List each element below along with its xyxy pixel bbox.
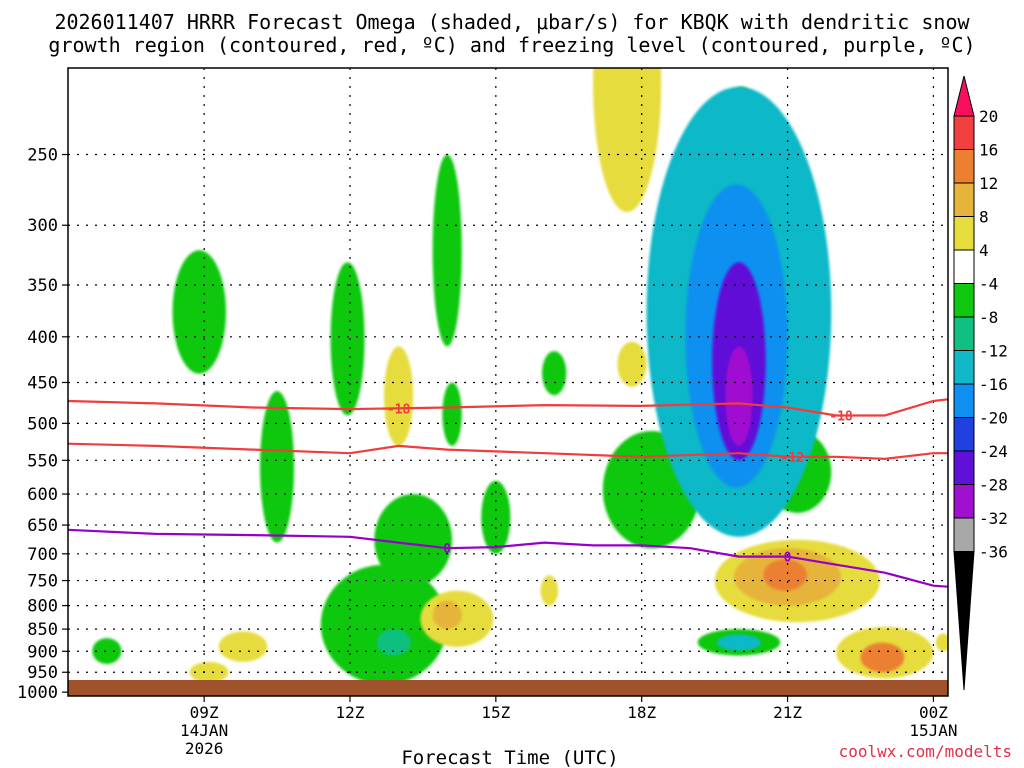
y-tick-label-800: 800 [27, 597, 58, 617]
colorbar-top-triangle [953, 75, 975, 117]
x-tick-label-12Z: 12Z [336, 703, 365, 722]
minus-18-isotherm-label-1: -18 [829, 410, 853, 425]
freezing-level-label-0: 0 [443, 542, 451, 557]
x-tick-year-09Z: 2026 [185, 739, 224, 758]
y-tick-label-850: 850 [27, 620, 58, 640]
omega-cell-31 [717, 634, 761, 651]
y-tick-label-900: 900 [27, 642, 58, 662]
contour-lines: -18 -18 -12 0 0 [68, 398, 948, 588]
x-axis-label: Forecast Time (UTC) [401, 747, 618, 768]
colorbar-label-12: 12 [979, 174, 998, 193]
omega-cell-28 [376, 629, 411, 656]
y-tick-label-600: 600 [27, 485, 58, 505]
y-tick-label-1000: 1000 [17, 683, 58, 703]
x-tick-label-09Z: 09Z [190, 703, 219, 722]
chart-title-line1: 2026011407 HRRR Forecast Omega (shaded, … [54, 10, 970, 34]
omega-cell-36 [725, 346, 753, 446]
y-tick-label-750: 750 [27, 572, 58, 592]
credit-text: coolwx.com/modelts [839, 742, 1012, 761]
y-tick-label-300: 300 [27, 216, 58, 236]
colorbar-label--24: -24 [979, 442, 1008, 461]
colorbar: 20 16 12 8 4 -4 -8 -12 -16 -20 -24 -28 -32 -36 [953, 75, 1008, 691]
colorbar-label-20: 20 [979, 107, 998, 126]
colorbar-segment-9 [953, 383, 975, 418]
x-tick-date-09Z: 14JAN [180, 721, 228, 740]
colorbar-segment-11 [953, 450, 975, 485]
colorbar-segment-7 [953, 316, 975, 351]
colorbar-label--20: -20 [979, 409, 1008, 428]
colorbar-label-4: 4 [979, 241, 989, 260]
colorbar-segment-3 [953, 182, 975, 217]
minus-12-isotherm [68, 442, 948, 461]
colorbar-segment-6 [953, 283, 975, 318]
omega-cell-8 [384, 346, 414, 446]
omega-cell-17 [542, 351, 567, 396]
omega-cell-12 [92, 638, 122, 664]
freezing-level-label-1: 0 [784, 551, 792, 566]
colorbar-segment-5 [953, 249, 975, 284]
colorbar-label--36: -36 [979, 543, 1008, 562]
y-tick-label-450: 450 [27, 373, 58, 393]
omega-cell-10 [172, 250, 227, 374]
y-tick-label-350: 350 [27, 276, 58, 296]
minus-18-isotherm [68, 398, 948, 417]
colorbar-segment-12 [953, 484, 975, 519]
y-tick-label-700: 700 [27, 545, 58, 565]
colorbar-label--32: -32 [979, 509, 1008, 528]
colorbar-label--16: -16 [979, 375, 1008, 394]
omega-cell-24 [218, 631, 268, 662]
colorbar-segment-4 [953, 216, 975, 251]
minus-12-isotherm-label-0: -12 [781, 451, 804, 466]
omega-cell-3 [617, 341, 647, 387]
y-tick-label-400: 400 [27, 328, 58, 348]
omega-cell-15 [442, 382, 462, 446]
omega-cell-30 [860, 642, 905, 673]
colorbar-label--28: -28 [979, 476, 1008, 495]
colorbar-label-8: 8 [979, 208, 989, 227]
colorbar-segment-1 [953, 115, 975, 150]
omega-cell-16 [593, 68, 662, 213]
y-tick-label-250: 250 [27, 146, 58, 166]
pressure-axis: 2503003504004505005506006507007508008509… [17, 146, 68, 703]
omega-cell-9 [330, 262, 365, 416]
colorbar-segment-8 [953, 350, 975, 385]
freezing-level [68, 528, 948, 588]
minus-18-isotherm-label-0: -18 [387, 402, 411, 417]
colorbar-segment-13 [953, 517, 975, 552]
ground-strip [68, 680, 948, 696]
colorbar-label-16: 16 [979, 141, 998, 160]
omega-cell-11 [189, 661, 229, 683]
x-tick-label-18Z: 18Z [627, 703, 656, 722]
x-tick-label-21Z: 21Z [773, 703, 802, 722]
omega-cell-29 [432, 600, 462, 630]
gridlines [68, 68, 948, 696]
colorbar-label--12: -12 [979, 342, 1008, 361]
colorbar-segment-2 [953, 149, 975, 184]
x-tick-date-00Z: 15JAN [909, 721, 957, 740]
omega-cell-33 [763, 559, 808, 591]
x-tick-label-00Z: 00Z [919, 703, 948, 722]
colorbar-segment-10 [953, 417, 975, 452]
colorbar-bottom-triangle [953, 551, 975, 691]
omega-cell-2 [540, 575, 559, 606]
omega-cell-18 [481, 480, 511, 554]
y-tick-label-550: 550 [27, 451, 58, 471]
colorbar-label--4: -4 [979, 275, 998, 294]
omega-cell-14 [432, 154, 462, 347]
y-tick-label-650: 650 [27, 516, 58, 536]
colorbar-label--8: -8 [979, 308, 998, 327]
y-tick-label-500: 500 [27, 414, 58, 434]
chart-title-line2: growth region (contoured, red, ºC) and f… [48, 33, 975, 57]
y-tick-label-950: 950 [27, 663, 58, 683]
omega-cell-22 [320, 564, 448, 685]
omega-cell-13 [260, 391, 295, 543]
omega-cell-4 [935, 633, 948, 652]
x-tick-label-15Z: 15Z [481, 703, 510, 722]
omega-cell-7 [374, 494, 453, 586]
